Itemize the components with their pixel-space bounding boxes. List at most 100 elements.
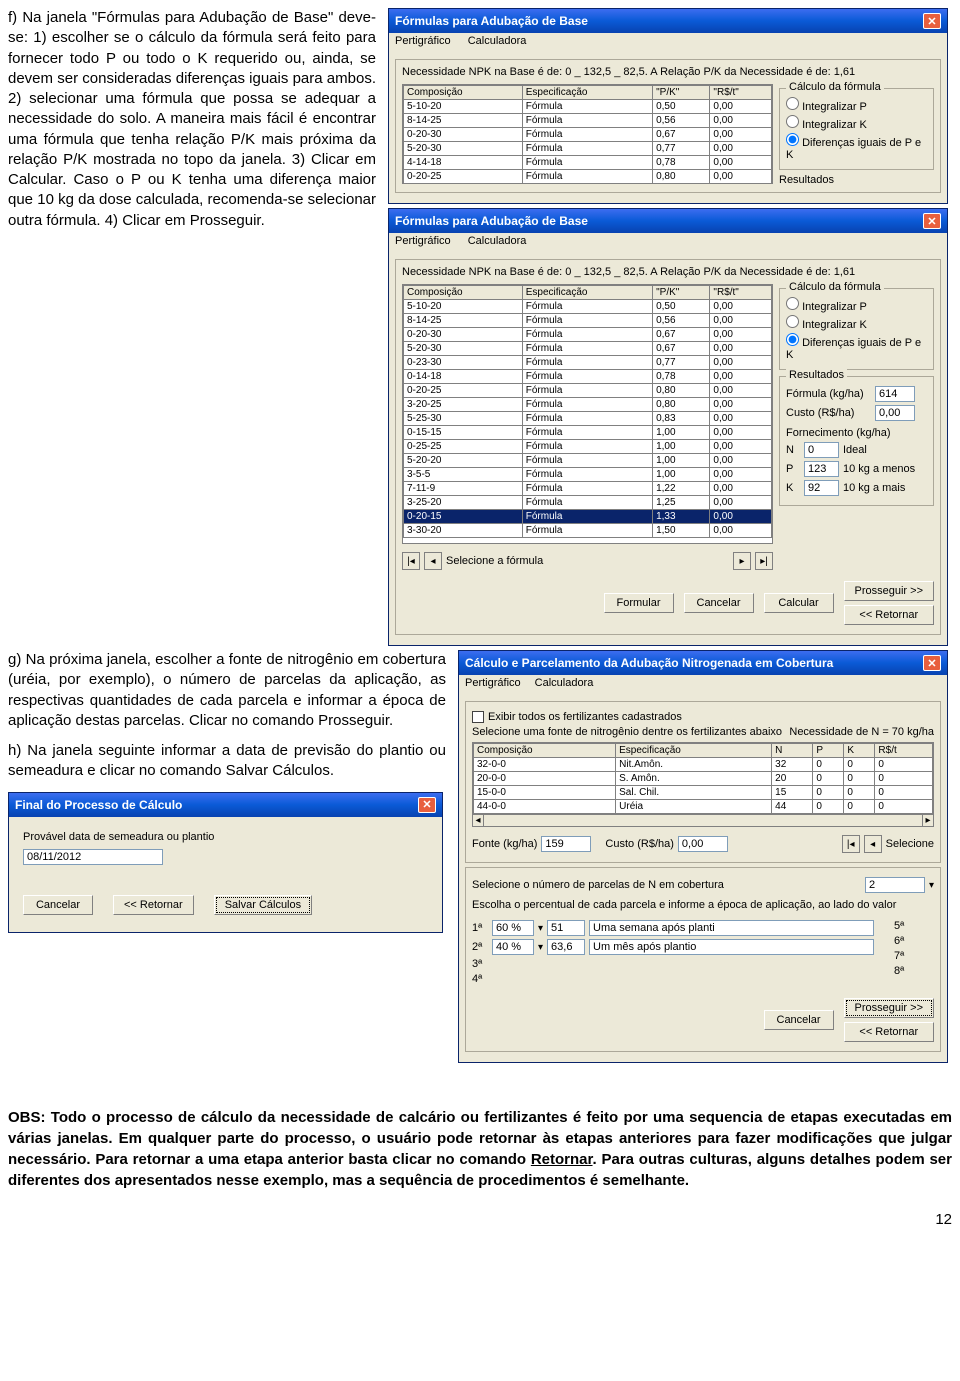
- table-row[interactable]: 4-14-18Fórmula0,780,00: [404, 156, 772, 170]
- table-row[interactable]: 15-0-0Sal. Chil.15000: [474, 786, 933, 800]
- row-label: 7ª: [894, 950, 904, 962]
- val-1-input[interactable]: [547, 920, 585, 936]
- row-label: 8ª: [894, 965, 904, 977]
- table-row[interactable]: 0-20-25Fórmula0,800,00: [404, 170, 772, 184]
- table-row[interactable]: 0-25-25Fórmula1,000,00: [404, 440, 772, 454]
- table-row[interactable]: 5-20-20Fórmula1,000,00: [404, 454, 772, 468]
- radio-diferencas[interactable]: Diferenças iguais de P e K: [786, 333, 927, 361]
- menu-item[interactable]: Calculadora: [468, 35, 527, 47]
- table-row[interactable]: 0-20-30Fórmula0,670,00: [404, 128, 772, 142]
- table-row[interactable]: 0-15-15Fórmula1,000,00: [404, 426, 772, 440]
- prosseguir-button[interactable]: Prosseguir >>: [844, 998, 934, 1018]
- table-row[interactable]: 32-0-0Nit.Amôn.32000: [474, 758, 933, 772]
- pct-2-input[interactable]: [492, 939, 534, 955]
- table-row[interactable]: 0-20-15Fórmula1,330,00: [404, 510, 772, 524]
- obs-paragraph: OBS: Todo o processo de cálculo da neces…: [8, 1107, 952, 1191]
- parcelas-label: Selecione o número de parcelas de N em c…: [472, 879, 724, 891]
- retornar-button[interactable]: << Retornar: [113, 895, 194, 915]
- close-icon[interactable]: ✕: [923, 13, 941, 29]
- cancelar-button[interactable]: Cancelar: [23, 895, 93, 915]
- close-icon[interactable]: ✕: [923, 213, 941, 229]
- paragraph-f: f) Na janela "Fórmulas para Adubação de …: [8, 8, 376, 231]
- exibir-todos-checkbox[interactable]: [472, 711, 484, 723]
- calc-group-label: Cálculo da fórmula: [786, 281, 884, 293]
- close-icon[interactable]: ✕: [418, 797, 436, 813]
- table-row[interactable]: 44-0-0Uréia44000: [474, 800, 933, 814]
- pct-1-input[interactable]: [492, 920, 534, 936]
- menu-item[interactable]: Pertigráfico: [465, 677, 521, 689]
- paragraph-h: h) Na janela seguinte informar a data de…: [8, 741, 446, 782]
- formula-kg-input[interactable]: [875, 386, 915, 402]
- table-row[interactable]: 3-5-5Fórmula1,000,00: [404, 468, 772, 482]
- retornar-button[interactable]: << Retornar: [844, 1022, 934, 1042]
- nav-last-icon[interactable]: ▸|: [755, 552, 773, 570]
- table-row[interactable]: 3-20-25Fórmula0,800,00: [404, 398, 772, 412]
- parcelas-hint: Escolha o percentual de cada parcela e i…: [472, 899, 934, 911]
- nav-first-icon[interactable]: |◂: [402, 552, 420, 570]
- cancelar-button[interactable]: Cancelar: [684, 593, 754, 613]
- menu-item[interactable]: Calculadora: [535, 677, 594, 689]
- radio-diferencas[interactable]: Diferenças iguais de P e K: [786, 133, 927, 161]
- window-formulas-2: Fórmulas para Adubação de Base ✕ Pertigr…: [388, 208, 948, 646]
- menubar: Pertigráfico Calculadora: [389, 33, 947, 49]
- nav-prev-icon[interactable]: ◂: [864, 835, 882, 853]
- table-row[interactable]: 0-20-30Fórmula0,670,00: [404, 328, 772, 342]
- menu-item[interactable]: Pertigráfico: [395, 235, 451, 247]
- table-row[interactable]: 5-20-30Fórmula0,770,00: [404, 142, 772, 156]
- epoca-1-input[interactable]: [589, 920, 874, 936]
- prosseguir-button[interactable]: Prosseguir >>: [844, 581, 934, 601]
- parcelas-input[interactable]: [865, 877, 925, 893]
- custo-input[interactable]: [678, 836, 728, 852]
- table-row[interactable]: 5-10-20Fórmula0,500,00: [404, 300, 772, 314]
- table-row[interactable]: 8-14-25Fórmula0,560,00: [404, 114, 772, 128]
- salvar-calculos-button[interactable]: Salvar Cálculos: [214, 895, 312, 915]
- custo-input[interactable]: [875, 405, 915, 421]
- row-label: 6ª: [894, 935, 904, 947]
- npk-input[interactable]: [804, 480, 839, 496]
- radio-integralizar-k[interactable]: Integralizar K: [786, 115, 927, 131]
- npk-input[interactable]: [804, 442, 839, 458]
- menu-item[interactable]: Pertigráfico: [395, 35, 451, 47]
- date-label: Provável data de semeadura ou plantio: [23, 831, 428, 843]
- formulas-table-2[interactable]: Composição Especificação "P/K" "R$/t" 5-…: [403, 285, 772, 538]
- table-row[interactable]: 3-30-20Fórmula1,500,00: [404, 524, 772, 538]
- val-2-input[interactable]: [547, 939, 585, 955]
- table-row[interactable]: 0-23-30Fórmula0,770,00: [404, 356, 772, 370]
- formulas-table[interactable]: Composição Especificação "P/K" "R$/t" 5-…: [403, 85, 772, 184]
- table-row[interactable]: 0-20-25Fórmula0,800,00: [404, 384, 772, 398]
- nav-next-icon[interactable]: ▸: [733, 552, 751, 570]
- menu-item[interactable]: Calculadora: [468, 235, 527, 247]
- radio-integralizar-p[interactable]: Integralizar P: [786, 97, 927, 113]
- scroll-left-icon[interactable]: ◂: [473, 815, 484, 826]
- table-row[interactable]: 5-25-30Fórmula0,830,00: [404, 412, 772, 426]
- date-input[interactable]: [23, 849, 163, 865]
- custo-label: Custo (R$/ha): [605, 838, 673, 850]
- close-icon[interactable]: ✕: [923, 655, 941, 671]
- dropdown-icon[interactable]: ▾: [929, 880, 934, 891]
- retornar-button[interactable]: << Retornar: [844, 605, 934, 625]
- epoca-2-input[interactable]: [589, 939, 874, 955]
- window-nitrogen: Cálculo e Parcelamento da Adubação Nitro…: [458, 650, 948, 1063]
- window-title: Fórmulas para Adubação de Base: [395, 214, 588, 228]
- table-row[interactable]: 3-25-20Fórmula1,250,00: [404, 496, 772, 510]
- table-row[interactable]: 0-14-18Fórmula0,780,00: [404, 370, 772, 384]
- radio-integralizar-p[interactable]: Integralizar P: [786, 297, 927, 313]
- table-row[interactable]: 8-14-25Fórmula0,560,00: [404, 314, 772, 328]
- nav-prev-icon[interactable]: ◂: [424, 552, 442, 570]
- table-row[interactable]: 5-10-20Fórmula0,500,00: [404, 100, 772, 114]
- row-label: 1ª: [472, 922, 488, 934]
- cancelar-button[interactable]: Cancelar: [764, 1010, 834, 1030]
- titlebar: Fórmulas para Adubação de Base ✕: [389, 209, 947, 233]
- table-row[interactable]: 7-11-9Fórmula1,220,00: [404, 482, 772, 496]
- scroll-right-icon[interactable]: ▸: [922, 815, 933, 826]
- fonte-input[interactable]: [541, 836, 591, 852]
- table-row[interactable]: 5-20-30Fórmula0,670,00: [404, 342, 772, 356]
- calcular-button[interactable]: Calcular: [764, 593, 834, 613]
- npk-input[interactable]: [804, 461, 839, 477]
- fertilizers-table[interactable]: ComposiçãoEspecificação NP KR$/t 32-0-0N…: [473, 743, 933, 814]
- formular-button[interactable]: Formular: [604, 593, 674, 613]
- nav-first-icon[interactable]: |◂: [842, 835, 860, 853]
- radio-integralizar-k[interactable]: Integralizar K: [786, 315, 927, 331]
- window-title: Fórmulas para Adubação de Base: [395, 14, 588, 28]
- table-row[interactable]: 20-0-0S. Amôn.20000: [474, 772, 933, 786]
